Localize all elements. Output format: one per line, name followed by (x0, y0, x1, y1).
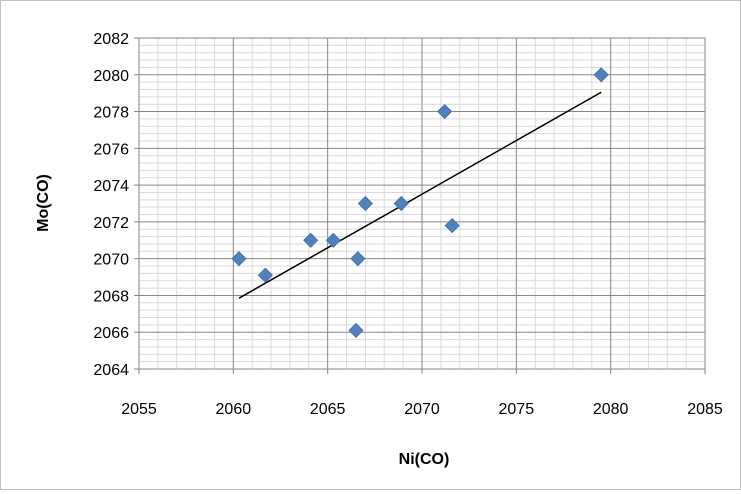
y-tick-label: 2076 (93, 141, 129, 158)
y-tick-label: 2080 (93, 68, 129, 85)
y-tick-label: 2072 (93, 215, 129, 232)
data-point (444, 218, 460, 234)
x-tick-label: 2060 (216, 401, 252, 418)
data-point (257, 267, 273, 283)
data-point (393, 195, 409, 212)
x-tick-label: 2085 (687, 401, 723, 418)
y-tick-label: 2074 (93, 178, 129, 195)
x-tick-label: 2080 (593, 401, 629, 418)
y-tick-label: 2068 (93, 288, 129, 305)
y-tick-label: 2082 (93, 31, 129, 48)
y-axis-ticks: 2064 2066 2068 2070 2072 2074 2076 2078 2080 2082 (93, 31, 139, 379)
y-axis-title: Mo(CO) (35, 174, 52, 232)
grid (138, 37, 706, 370)
data-point (325, 232, 341, 248)
x-axis-title: Ni(CO) (399, 451, 450, 468)
x-tick-label: 2065 (310, 401, 346, 418)
data-point (437, 103, 453, 120)
data-point (357, 195, 373, 212)
data-points (231, 67, 609, 338)
y-tick-label: 2064 (93, 362, 129, 379)
x-tick-label: 2055 (121, 401, 157, 418)
data-point (231, 251, 247, 267)
x-tick-label: 2075 (499, 401, 535, 418)
x-tick-label: 2070 (404, 401, 440, 418)
data-point (350, 251, 366, 267)
data-point (303, 232, 319, 248)
y-tick-label: 2066 (93, 325, 129, 342)
y-tick-label: 2070 (93, 252, 129, 269)
data-point (348, 322, 364, 338)
x-axis-ticks: 2055 2060 2065 2070 2075 2080 2085 (121, 369, 723, 418)
data-point (593, 67, 609, 83)
y-tick-label: 2078 (93, 105, 129, 122)
trendline (238, 91, 602, 299)
